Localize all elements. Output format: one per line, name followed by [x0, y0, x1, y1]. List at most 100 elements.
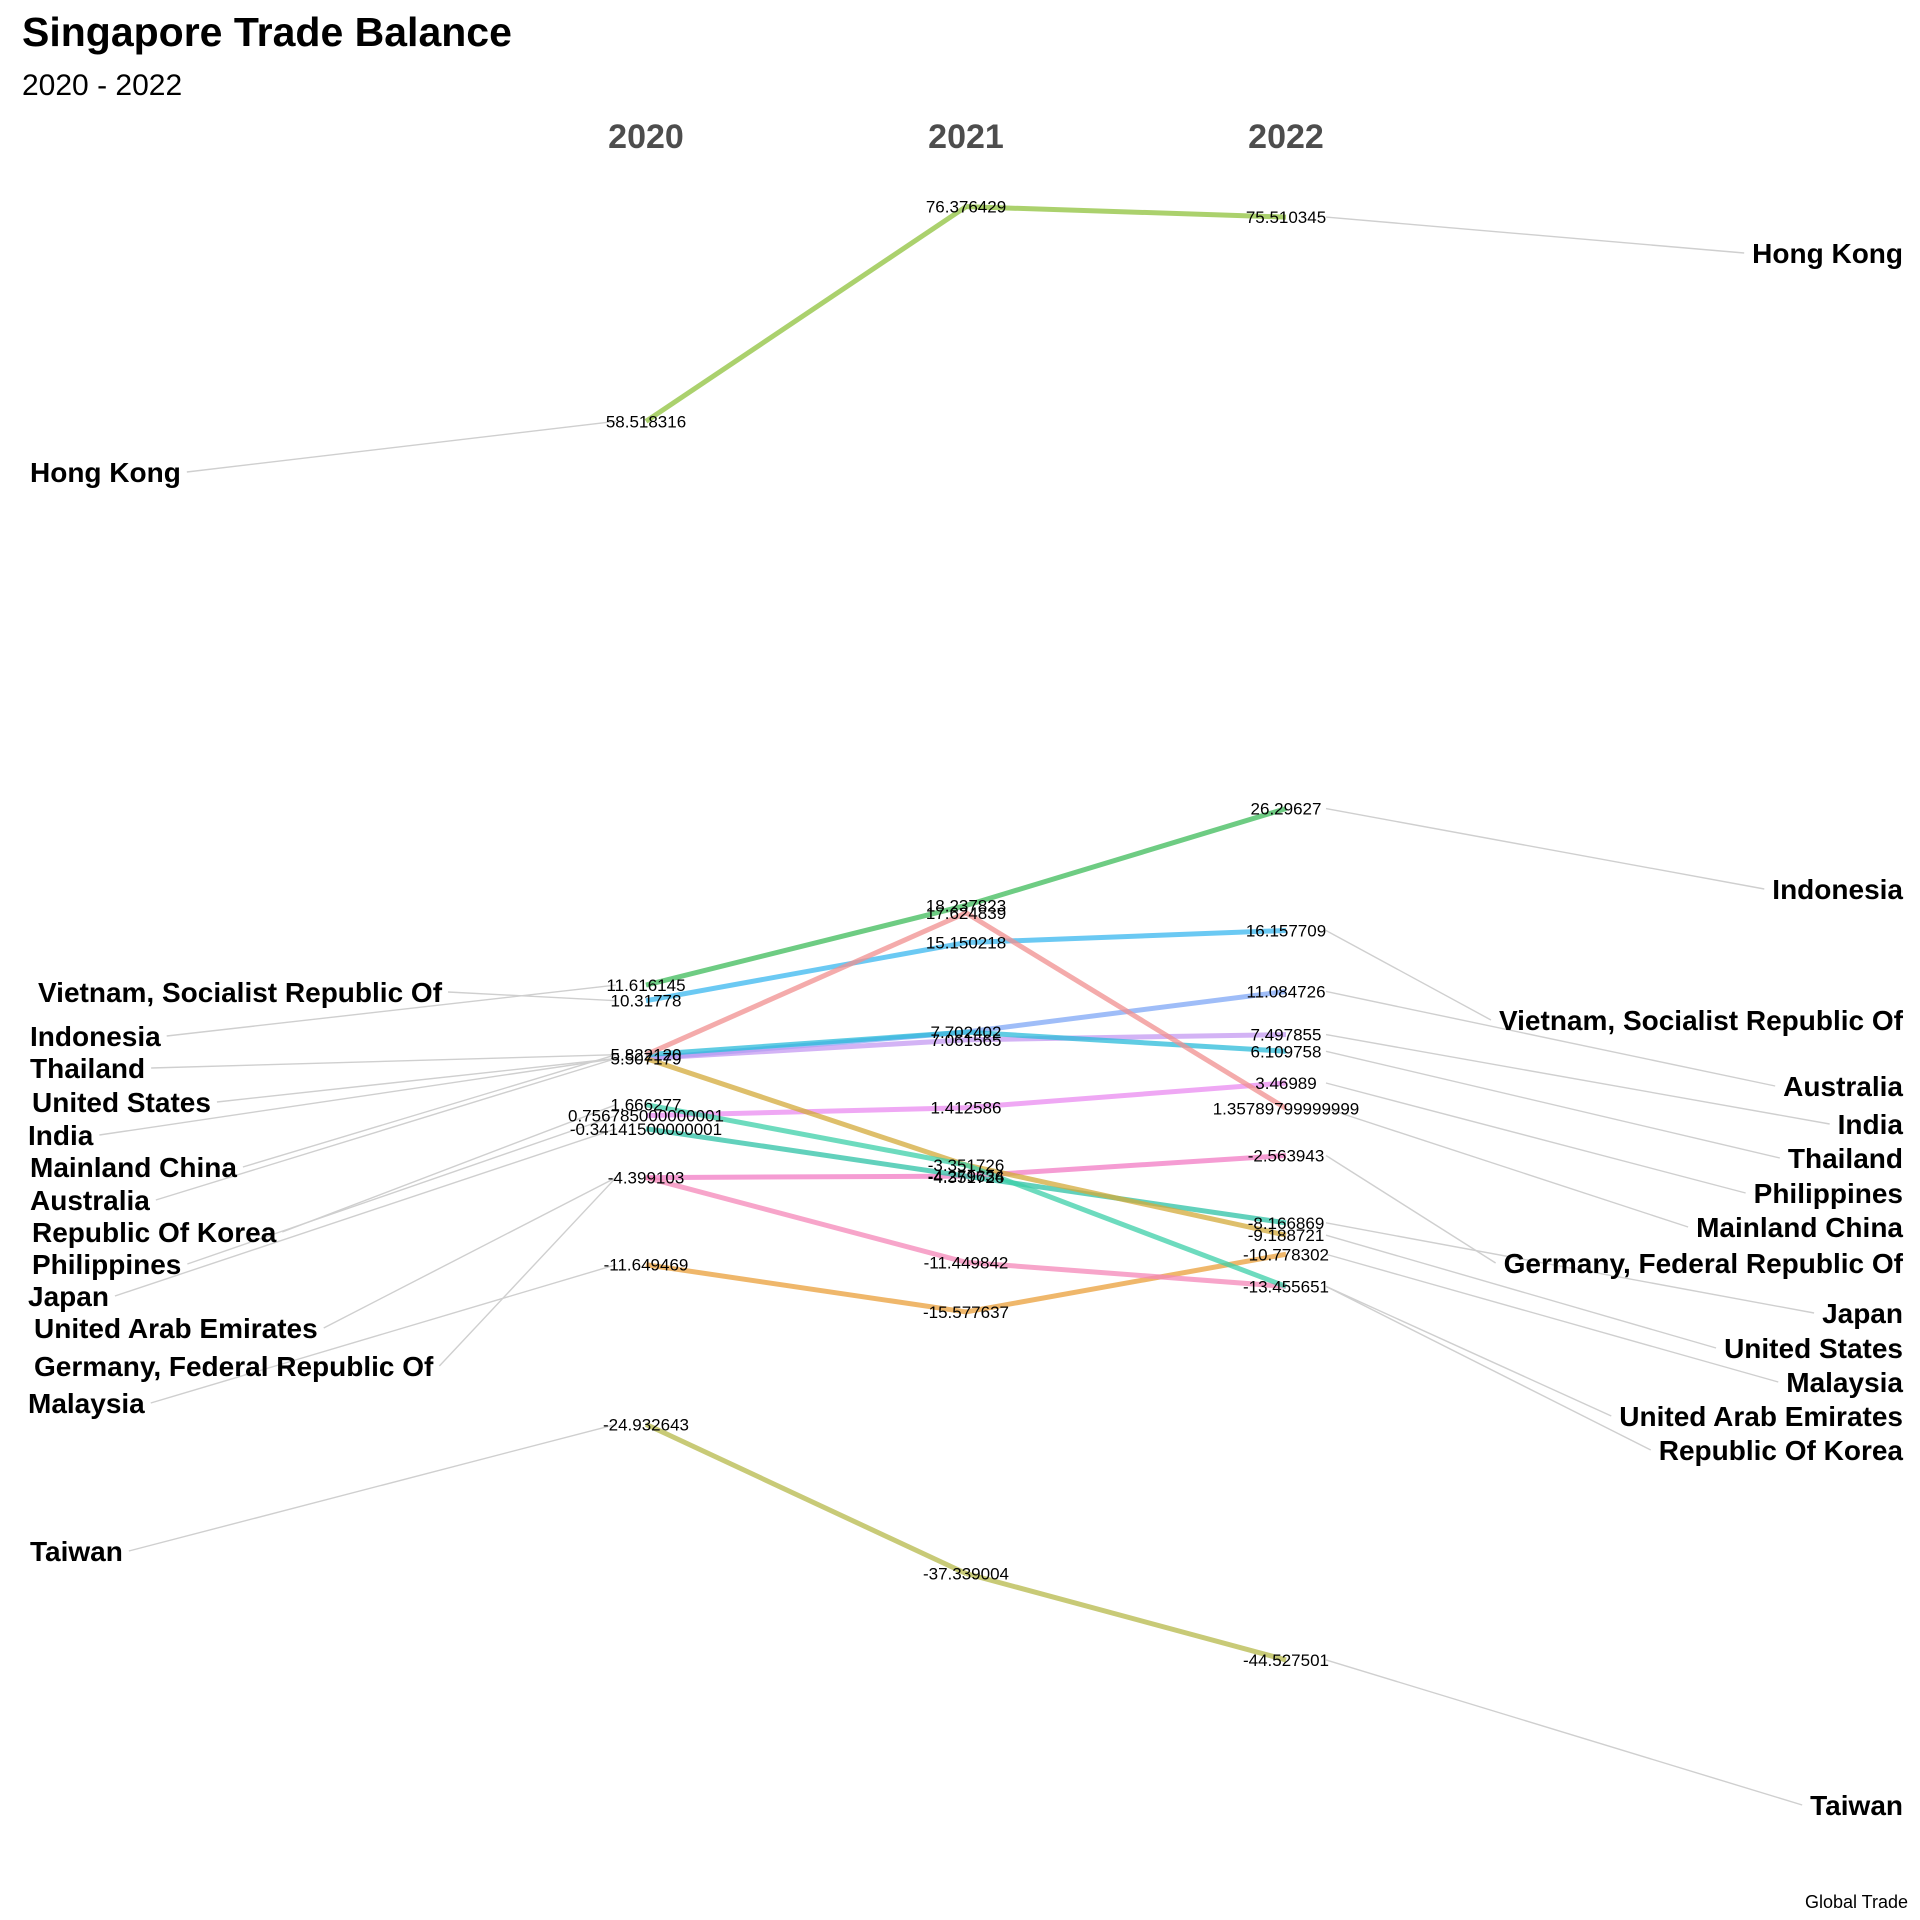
- right-leader-indonesia: [1325, 807, 1765, 890]
- left-label-taiwan: Taiwan: [30, 1536, 123, 1567]
- value-label-2021: -37.339004: [923, 1565, 1009, 1584]
- value-label-2021: -4.279634: [928, 1167, 1005, 1186]
- left-leader-japan: [114, 1128, 617, 1297]
- left-label-malaysia: Malaysia: [28, 1388, 145, 1419]
- value-label-2020: -11.649469: [604, 1256, 689, 1275]
- right-leader-malaysia: [1325, 1253, 1779, 1383]
- left-label-india: India: [28, 1120, 94, 1151]
- right-label-vietnam-socialist-republic-of: Vietnam, Socialist Republic Of: [1499, 1005, 1904, 1036]
- value-label-2022: -8.166869: [1248, 1214, 1325, 1233]
- right-leader-india: [1325, 1033, 1830, 1125]
- left-label-republic-of-korea: Republic Of Korea: [32, 1217, 277, 1248]
- right-label-united-states: United States: [1724, 1333, 1903, 1364]
- left-leader-philippines: [187, 1114, 617, 1265]
- right-leader-hong-kong: [1325, 216, 1745, 254]
- segment-india-2020-2021: [645, 1037, 967, 1061]
- left-label-philippines: Philippines: [32, 1249, 181, 1280]
- country-labels: Hong Kong Vietnam, Socialist Republic Of I…: [28, 238, 1904, 1821]
- left-leader-malaysia: [150, 1264, 617, 1404]
- right-label-germany-federal-republic-of: Germany, Federal Republic Of: [1504, 1248, 1904, 1279]
- right-leader-philippines: [1325, 1082, 1746, 1194]
- segment-japan-2020-2021: [645, 1126, 967, 1179]
- right-leader-australia: [1325, 990, 1776, 1087]
- left-leader-germany-federal-republic-of: [438, 1177, 617, 1367]
- left-label-japan: Japan: [28, 1281, 109, 1312]
- segment-vietnam-socialist-republic-of-2021-2022: [965, 927, 1287, 946]
- left-leader-australia: [155, 1057, 617, 1201]
- value-label-2022: -9.188721: [1248, 1226, 1325, 1245]
- chart-caption: Global Trade: [1805, 1892, 1908, 1912]
- value-label-2022: 16.157709: [1246, 921, 1326, 940]
- value-label-2020: 58.518316: [606, 412, 686, 431]
- value-label-2022: 1.35789799999999: [1213, 1099, 1360, 1118]
- segment-indonesia-2021-2022: [965, 806, 1287, 908]
- value-label-2020: -4.399103: [608, 1169, 685, 1188]
- value-label-2022: 6.109758: [1251, 1042, 1322, 1061]
- left-leader-vietnam-socialist-republic-of: [447, 991, 617, 1002]
- right-label-united-arab-emirates: United Arab Emirates: [1619, 1401, 1903, 1432]
- segment-republic-of-korea-2021-2022: [965, 1162, 1287, 1289]
- right-label-japan: Japan: [1822, 1298, 1903, 1329]
- value-label-2022: -10.778302: [1243, 1245, 1329, 1264]
- value-label-2021: 1.412586: [931, 1099, 1002, 1118]
- value-label-2020: -24.932643: [603, 1415, 689, 1434]
- right-leader-united-states: [1325, 1234, 1717, 1349]
- value-label-2022: 75.510345: [1246, 208, 1326, 227]
- right-label-hong-kong: Hong Kong: [1752, 238, 1903, 269]
- segment-germany-federal-republic-of-2020-2021: [645, 1173, 967, 1181]
- value-label-2021: 7.702402: [931, 1023, 1002, 1042]
- value-label-2020: 0.756785000000001: [568, 1107, 724, 1126]
- segment-vietnam-socialist-republic-of-2020-2021: [645, 940, 967, 1004]
- left-leader-mainland-china: [242, 1054, 617, 1168]
- left-label-indonesia: Indonesia: [30, 1021, 161, 1052]
- right-label-malaysia: Malaysia: [1786, 1367, 1903, 1398]
- segment-thailand-2020-2021: [645, 1029, 967, 1058]
- value-label-2021: -15.577637: [923, 1303, 1009, 1322]
- segment-mainland-china-2020-2021: [644, 910, 968, 1058]
- segment-india-2021-2022: [965, 1032, 1287, 1043]
- segment-philippines-2021-2022: [965, 1080, 1287, 1111]
- value-label-2021: -4.351726: [928, 1168, 1005, 1187]
- right-label-australia: Australia: [1783, 1071, 1903, 1102]
- left-leader-united-states: [216, 1057, 617, 1103]
- segment-hong-kong-2020-2021: [644, 204, 968, 424]
- value-label-2020: 5.822120: [611, 1046, 682, 1065]
- left-leader-india: [99, 1057, 617, 1136]
- leader-lines: [99, 216, 1830, 1806]
- left-label-vietnam-socialist-republic-of: Vietnam, Socialist Republic Of: [38, 977, 443, 1008]
- value-label-2020: 1.666277: [611, 1096, 682, 1115]
- right-leader-mainland-china: [1325, 1107, 1689, 1228]
- right-leader-thailand: [1325, 1050, 1781, 1159]
- right-leader-taiwan: [1325, 1659, 1803, 1806]
- segment-indonesia-2020-2021: [645, 903, 967, 988]
- left-label-germany-federal-republic-of: Germany, Federal Republic Of: [34, 1351, 434, 1382]
- right-label-indonesia: Indonesia: [1772, 874, 1903, 905]
- right-leader-germany-federal-republic-of: [1325, 1154, 1496, 1264]
- segment-taiwan-2021-2022: [965, 1571, 1287, 1663]
- value-label-2021: 15.150218: [926, 934, 1006, 953]
- right-label-taiwan: Taiwan: [1810, 1790, 1903, 1821]
- slope-segments: [644, 204, 1288, 1663]
- right-label-republic-of-korea: Republic Of Korea: [1659, 1435, 1904, 1466]
- segment-united-arab-emirates-2021-2022: [965, 1259, 1287, 1289]
- left-leader-thailand: [151, 1054, 617, 1069]
- left-label-thailand: Thailand: [30, 1053, 145, 1084]
- segment-united-states-2021-2022: [965, 1162, 1287, 1238]
- right-label-mainland-china: Mainland China: [1696, 1212, 1903, 1243]
- right-label-thailand: Thailand: [1788, 1143, 1903, 1174]
- segment-mainland-china-2021-2022: [964, 910, 1288, 1111]
- segment-malaysia-2020-2021: [645, 1262, 967, 1315]
- right-label-philippines: Philippines: [1754, 1178, 1903, 1209]
- segment-republic-of-korea-2020-2021: [645, 1102, 967, 1168]
- segment-taiwan-2020-2021: [644, 1422, 968, 1576]
- left-leader-hong-kong: [186, 420, 617, 473]
- right-leader-republic-of-korea: [1325, 1285, 1652, 1451]
- value-label-2021: -11.449842: [924, 1253, 1009, 1272]
- segment-hong-kong-2021-2022: [965, 204, 1287, 220]
- year-header-2020: 2020: [608, 118, 684, 156]
- value-label-2021: 18.237823: [926, 896, 1006, 915]
- left-leader-indonesia: [166, 984, 617, 1037]
- segment-united-states-2020-2021: [645, 1056, 967, 1168]
